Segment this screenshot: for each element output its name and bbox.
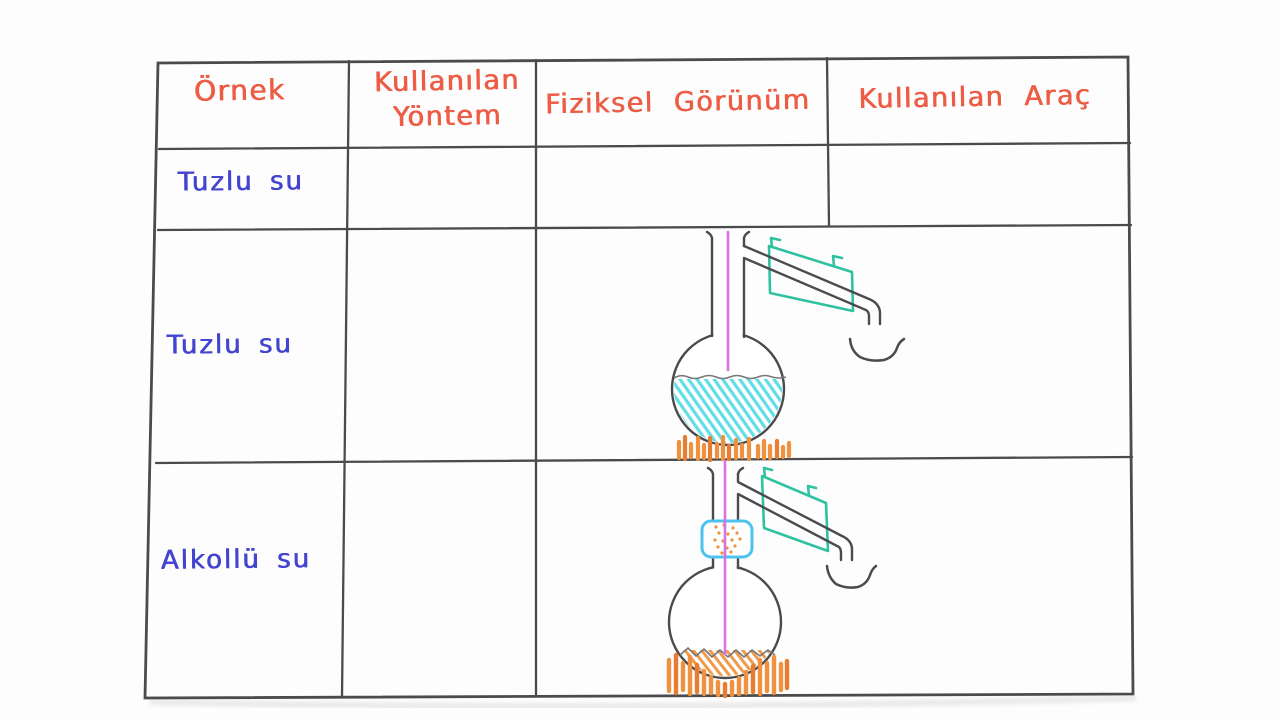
header-cell-kullanilan-yontem: Kullanılan Yöntem xyxy=(354,62,540,135)
table-line-header-bottom xyxy=(157,141,1132,151)
table-line-row2-bottom xyxy=(154,455,1134,465)
burner-flames xyxy=(666,652,790,699)
row1-ornek-label: Tuzlu su xyxy=(177,166,305,198)
header-label: Örnek xyxy=(193,73,287,108)
condenser-jacket xyxy=(760,466,830,553)
header-label: Fiziksel Görünüm xyxy=(545,84,811,121)
header-cell-ornek: Örnek xyxy=(150,72,331,108)
condenser-port xyxy=(762,466,774,479)
header-cell-fiziksel-gorunum: Fiziksel Görünüm xyxy=(533,84,823,121)
header-label: Kullanılan Araç xyxy=(858,79,1092,116)
delivery-tube xyxy=(736,480,854,562)
burner-flames xyxy=(676,434,792,463)
header-label-line1: Kullanılan xyxy=(374,64,521,99)
liquid-surface-wave xyxy=(673,374,787,380)
header-cell-kullanilan-arac: Kullanılan Araç xyxy=(824,79,1126,115)
condenser-port xyxy=(769,236,782,249)
delivery-tube xyxy=(742,244,882,326)
header-label-line2: Yöntem xyxy=(393,100,503,133)
collection-dish xyxy=(825,564,878,589)
row3-ornek-label: Alkollü su xyxy=(160,544,312,576)
condenser-jacket xyxy=(767,236,855,313)
fractional-distillation-apparatus xyxy=(666,459,878,699)
condenser-port xyxy=(831,254,844,268)
row2-ornek-label: Tuzlu su xyxy=(166,329,294,361)
page-shadow xyxy=(149,695,1137,710)
vapor-bulb xyxy=(700,519,754,559)
flask-neck xyxy=(705,230,751,339)
liquid-surface-wave xyxy=(679,647,776,658)
table-line-row1-bottom xyxy=(156,223,1133,232)
condenser-port xyxy=(806,484,818,497)
table-line-col3-partial xyxy=(825,56,831,228)
collection-dish xyxy=(848,337,906,362)
table-line-col1 xyxy=(340,59,351,699)
table-outer-border xyxy=(143,55,1135,700)
simple-distillation-apparatus xyxy=(670,230,906,463)
table-grid xyxy=(143,55,1135,700)
